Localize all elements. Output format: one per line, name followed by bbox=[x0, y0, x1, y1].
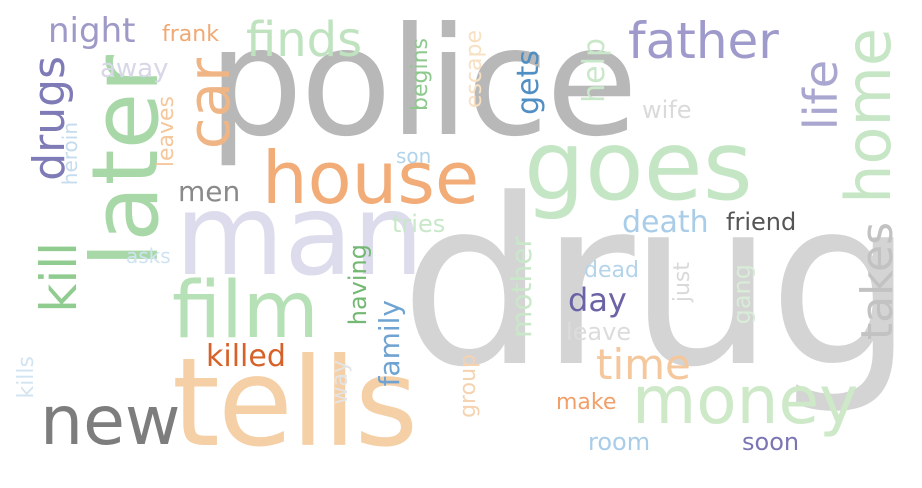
word-way: way bbox=[328, 360, 353, 405]
word-room: room bbox=[588, 428, 651, 456]
word-new: new bbox=[40, 382, 181, 461]
word-finds: finds bbox=[246, 12, 363, 68]
word-family: family bbox=[373, 300, 406, 387]
word-time: time bbox=[596, 340, 691, 389]
word-day: day bbox=[568, 281, 627, 319]
word-help: help bbox=[577, 38, 612, 103]
word-night: night bbox=[48, 11, 136, 51]
word-leave: leave bbox=[566, 318, 632, 346]
word-car: car bbox=[175, 58, 243, 150]
word-police: police bbox=[208, 0, 638, 170]
word-tries: tries bbox=[392, 210, 446, 238]
word-film: film bbox=[172, 266, 319, 356]
word-tells: tells bbox=[172, 332, 418, 474]
word-just: just bbox=[670, 262, 695, 303]
word-make: make bbox=[556, 390, 617, 415]
word-having: having bbox=[344, 244, 372, 326]
word-kills: kills bbox=[14, 356, 39, 399]
word-leaves: leaves bbox=[154, 96, 179, 168]
word-mother: mother bbox=[505, 236, 538, 338]
word-frank: frank bbox=[162, 22, 219, 47]
word-begins: begins bbox=[408, 38, 433, 111]
word-father: father bbox=[628, 12, 779, 70]
word-gang: gang bbox=[728, 264, 756, 325]
word-friend: friend bbox=[726, 208, 797, 236]
word-killed: killed bbox=[206, 339, 286, 374]
word-death: death bbox=[622, 205, 709, 240]
word-drug: drug bbox=[400, 151, 914, 418]
word-kill: kill bbox=[30, 242, 88, 313]
word-son: son bbox=[396, 144, 432, 168]
word-gets: gets bbox=[511, 50, 546, 115]
word-group: group bbox=[456, 354, 481, 418]
word-soon: soon bbox=[742, 428, 800, 456]
word-asks: asks bbox=[126, 244, 171, 268]
word-goes: goes bbox=[524, 110, 753, 222]
word-heroin: heroin bbox=[58, 122, 82, 186]
word-escape: escape bbox=[462, 30, 487, 109]
word-wife: wife bbox=[642, 96, 692, 124]
word-takes: takes bbox=[852, 222, 903, 341]
word-man: man bbox=[175, 171, 424, 301]
word-money: money bbox=[632, 362, 859, 439]
word-dead: dead bbox=[584, 258, 639, 283]
word-life: life bbox=[794, 60, 848, 131]
word-away: away bbox=[100, 54, 169, 84]
word-men: men bbox=[178, 175, 241, 208]
word-house: house bbox=[262, 136, 480, 220]
